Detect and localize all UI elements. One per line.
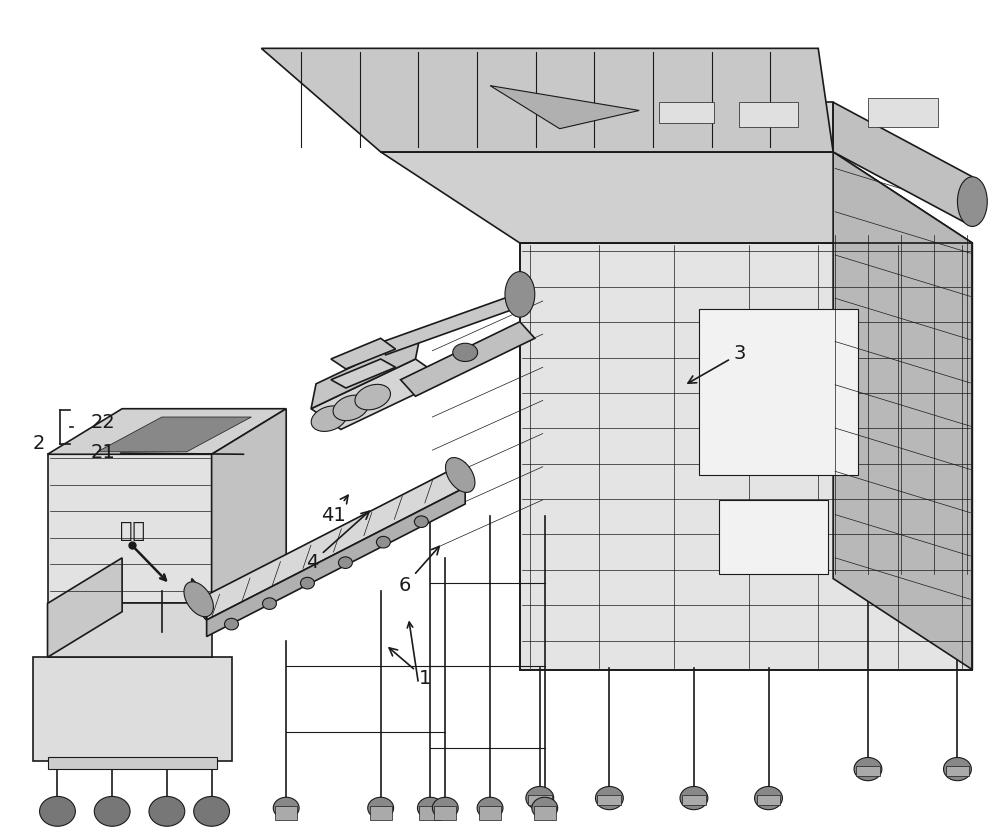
Circle shape xyxy=(263,598,276,610)
Circle shape xyxy=(680,786,708,810)
Polygon shape xyxy=(520,243,972,670)
Bar xyxy=(48,756,217,769)
Bar xyxy=(275,806,297,821)
Circle shape xyxy=(755,786,782,810)
Polygon shape xyxy=(833,103,972,227)
Polygon shape xyxy=(48,409,286,455)
Circle shape xyxy=(944,757,971,781)
Polygon shape xyxy=(833,152,972,670)
Ellipse shape xyxy=(184,582,213,616)
Bar xyxy=(528,795,552,805)
Bar xyxy=(682,795,706,805)
Circle shape xyxy=(477,797,503,819)
Polygon shape xyxy=(207,487,465,636)
Polygon shape xyxy=(381,152,972,243)
Bar xyxy=(719,500,828,575)
Polygon shape xyxy=(192,579,207,620)
Circle shape xyxy=(414,516,428,527)
Polygon shape xyxy=(331,339,396,369)
Circle shape xyxy=(40,796,75,826)
Bar xyxy=(33,657,232,761)
Polygon shape xyxy=(331,359,396,388)
Polygon shape xyxy=(48,455,212,604)
Text: 21: 21 xyxy=(90,444,244,462)
Circle shape xyxy=(194,796,230,826)
Polygon shape xyxy=(311,359,445,430)
Bar xyxy=(868,98,938,127)
Polygon shape xyxy=(381,103,833,152)
Polygon shape xyxy=(48,604,212,657)
Text: 3: 3 xyxy=(688,344,746,383)
Ellipse shape xyxy=(333,395,369,420)
Ellipse shape xyxy=(355,384,390,409)
Bar xyxy=(699,309,858,475)
Polygon shape xyxy=(97,417,251,452)
Ellipse shape xyxy=(505,272,535,317)
Polygon shape xyxy=(212,409,286,604)
Circle shape xyxy=(149,796,185,826)
Text: 1: 1 xyxy=(389,648,431,688)
Polygon shape xyxy=(192,471,465,620)
Polygon shape xyxy=(207,463,465,620)
Text: 22: 22 xyxy=(90,413,115,432)
Circle shape xyxy=(273,797,299,819)
Bar xyxy=(659,103,714,123)
Bar xyxy=(419,806,441,821)
Text: 41: 41 xyxy=(321,495,348,525)
Bar xyxy=(946,766,969,776)
Circle shape xyxy=(300,577,314,589)
Circle shape xyxy=(854,757,882,781)
Polygon shape xyxy=(311,334,420,409)
Text: 2: 2 xyxy=(33,434,45,453)
Polygon shape xyxy=(381,293,525,354)
Polygon shape xyxy=(48,558,122,657)
Polygon shape xyxy=(401,322,535,396)
Circle shape xyxy=(376,536,390,548)
Circle shape xyxy=(432,797,458,819)
Circle shape xyxy=(368,797,394,819)
Text: 上游: 上游 xyxy=(120,521,145,541)
Circle shape xyxy=(595,786,623,810)
Polygon shape xyxy=(261,48,833,152)
Circle shape xyxy=(225,618,238,630)
Circle shape xyxy=(526,786,554,810)
Bar xyxy=(757,795,780,805)
Bar xyxy=(856,766,880,776)
Ellipse shape xyxy=(957,177,987,227)
Bar xyxy=(739,103,798,127)
Circle shape xyxy=(532,797,558,819)
Text: 6: 6 xyxy=(399,546,439,595)
Ellipse shape xyxy=(311,406,347,431)
Ellipse shape xyxy=(446,458,475,492)
Bar xyxy=(597,795,621,805)
Text: 4: 4 xyxy=(306,511,369,572)
Bar xyxy=(370,806,392,821)
Circle shape xyxy=(417,797,443,819)
Polygon shape xyxy=(490,86,639,128)
Circle shape xyxy=(94,796,130,826)
Ellipse shape xyxy=(453,344,478,361)
Bar xyxy=(434,806,456,821)
Bar xyxy=(534,806,556,821)
Circle shape xyxy=(338,557,352,569)
Bar xyxy=(479,806,501,821)
